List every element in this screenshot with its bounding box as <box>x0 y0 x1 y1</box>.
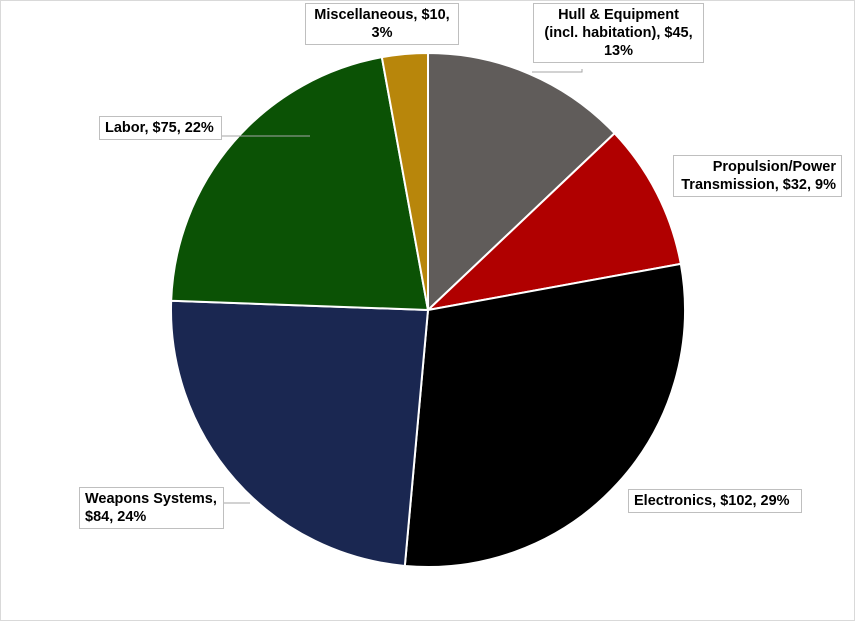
pie-slice-elec <box>403 262 686 568</box>
data-label-misc: Miscellaneous, $10, 3% <box>305 3 459 45</box>
pie-slices <box>170 52 686 568</box>
pie-slice-weap <box>170 299 429 567</box>
data-label-propulsion: Propulsion/Power Transmission, $32, 9% <box>673 155 842 197</box>
pie-slice-prop <box>427 132 682 311</box>
data-label-electronics: Electronics, $102, 29% <box>628 489 802 513</box>
data-label-weapons: Weapons Systems, $84, 24% <box>79 487 224 529</box>
pie-slice-hull <box>427 52 616 311</box>
pie-slice-labor <box>170 56 429 311</box>
leader-lines <box>222 69 583 504</box>
data-label-labor: Labor, $75, 22% <box>99 116 222 140</box>
data-label-hull: Hull & Equipment (incl. habitation), $45… <box>533 3 704 63</box>
pie-slice-misc <box>380 52 429 311</box>
leader-line-hull <box>532 69 583 73</box>
